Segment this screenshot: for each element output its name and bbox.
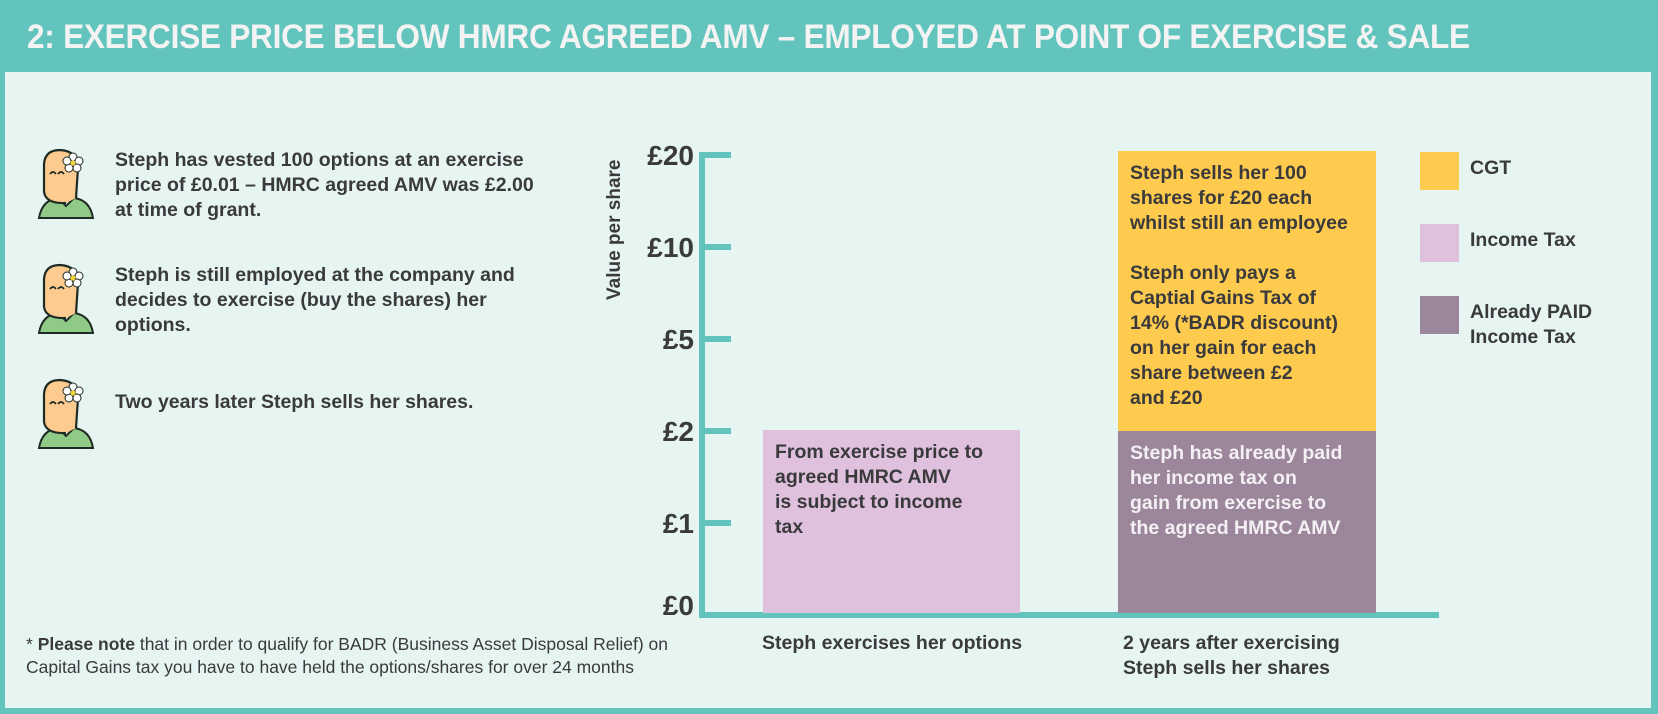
y-tick [699,152,731,158]
bar-annotation: Steph has already paid her income tax on… [1130,442,1343,539]
x-category-label: 2 years after exercising Steph sells her… [1123,632,1340,679]
legend-label: Already PAID Income Tax [1470,301,1593,348]
y-axis-label: Value per share [604,159,625,300]
y-axis-line [699,152,705,618]
story-text: Two years later Steph sells her shares. [115,391,474,413]
story-text: Steph is still employed at the company a… [115,264,515,336]
person-avatar-icon [37,378,95,449]
page-title: 2: EXERCISE PRICE BELOW HMRC AGREED AMV … [27,18,1470,56]
person-avatar-icon [37,148,95,219]
y-tick-label: £10 [647,232,694,263]
y-tick [699,520,731,526]
y-tick-label: £20 [647,140,694,171]
y-tick [699,336,731,342]
story-text: Steph has vested 100 options at an exerc… [115,149,534,221]
person-avatar-icon [37,263,95,334]
y-tick-label: £2 [662,416,694,447]
legend-swatch [1420,224,1459,262]
bar-annotation: Steph sells her 100 shares for £20 each … [1130,162,1348,409]
footnote: * Please note that in order to qualify f… [26,633,726,679]
bar-cgt: Steph sells her 100 shares for £20 each … [1118,151,1376,431]
y-tick [699,244,731,250]
footnote-prefix: * [26,634,38,654]
bar-income-tax: From exercise price to agreed HMRC AMV i… [763,430,1020,613]
y-tick-label: £1 [662,508,694,539]
legend-label: Income Tax [1470,229,1576,251]
y-tick-label: £5 [662,324,694,355]
bar-already-paid-income-tax: Steph has already paid her income tax on… [1118,431,1376,613]
footnote-bold: Please note [37,634,135,654]
legend-swatch [1420,296,1459,334]
legend-label: CGT [1470,157,1512,179]
x-axis-line [699,612,1439,618]
y-tick [699,428,731,434]
legend-swatch [1420,152,1459,190]
footnote-text: that in order to qualify for BADR (Busin… [26,634,668,677]
title-banner: 2: EXERCISE PRICE BELOW HMRC AGREED AMV … [0,0,1658,72]
y-tick-label: £0 [662,590,694,621]
bar-annotation: From exercise price to agreed HMRC AMV i… [775,441,984,538]
x-category-label: Steph exercises her options [762,632,1023,654]
